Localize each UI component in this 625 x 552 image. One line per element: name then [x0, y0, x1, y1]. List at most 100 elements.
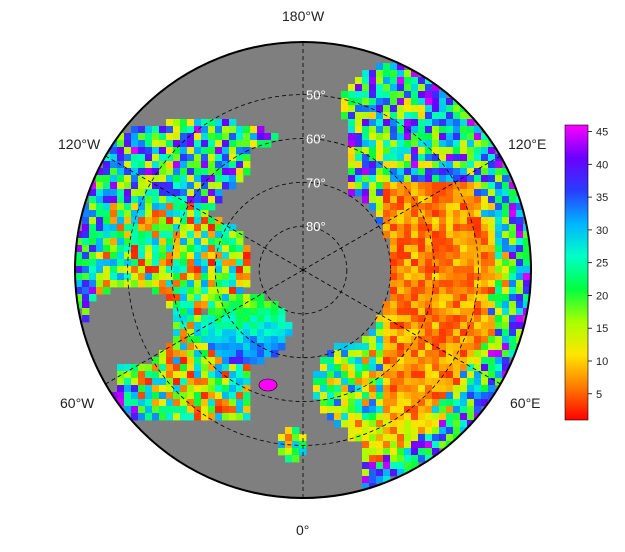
data-cell	[418, 364, 426, 372]
data-cell	[229, 357, 237, 365]
data-cell	[229, 140, 237, 148]
data-cell	[96, 266, 104, 274]
data-cell	[166, 224, 174, 232]
data-cell	[236, 273, 244, 281]
data-cell	[222, 329, 230, 337]
data-cell	[397, 336, 405, 344]
data-cell	[152, 175, 160, 183]
data-cell	[215, 308, 223, 316]
data-cell	[474, 406, 482, 414]
data-cell	[159, 245, 167, 253]
data-cell	[397, 168, 405, 176]
data-cell	[383, 189, 391, 197]
data-cell	[397, 294, 405, 302]
data-cell	[411, 385, 419, 393]
data-cell	[425, 350, 433, 358]
data-cell	[187, 322, 195, 330]
data-cell	[411, 322, 419, 330]
data-cell	[376, 154, 384, 162]
data-cell	[208, 385, 216, 393]
data-cell	[103, 273, 111, 281]
data-cell	[278, 329, 286, 337]
data-cell	[103, 217, 111, 225]
data-cell	[166, 245, 174, 253]
data-cell	[152, 126, 160, 134]
data-cell	[243, 126, 251, 134]
data-cell	[516, 210, 524, 218]
data-cell	[215, 168, 223, 176]
data-cell	[173, 336, 181, 344]
data-cell	[432, 105, 440, 113]
data-cell	[397, 301, 405, 309]
data-cell	[523, 238, 531, 246]
data-cell	[264, 350, 272, 358]
data-cell	[376, 455, 384, 463]
data-cell	[117, 154, 125, 162]
data-cell	[446, 336, 454, 344]
data-cell	[257, 301, 265, 309]
data-cell	[229, 287, 237, 295]
data-cell	[390, 322, 398, 330]
data-cell	[411, 350, 419, 358]
data-cell	[124, 238, 132, 246]
data-cell	[453, 364, 461, 372]
data-cell	[390, 315, 398, 323]
data-cell	[180, 378, 188, 386]
data-cell	[180, 315, 188, 323]
data-cell	[103, 245, 111, 253]
data-cell	[509, 238, 517, 246]
data-cell	[124, 364, 132, 372]
data-cell	[467, 140, 475, 148]
data-cell	[180, 280, 188, 288]
data-cell	[390, 91, 398, 99]
data-cell	[404, 441, 412, 449]
data-cell	[383, 301, 391, 309]
data-cell	[439, 112, 447, 120]
data-cell	[432, 266, 440, 274]
data-cell	[124, 266, 132, 274]
data-cell	[474, 217, 482, 225]
data-cell	[89, 203, 97, 211]
data-cell	[138, 385, 146, 393]
data-cell	[369, 182, 377, 190]
data-cell	[89, 196, 97, 204]
data-cell	[243, 406, 251, 414]
data-cell	[201, 175, 209, 183]
data-cell	[369, 140, 377, 148]
data-cell	[222, 175, 230, 183]
data-cell	[425, 434, 433, 442]
data-cell	[474, 245, 482, 253]
data-cell	[418, 245, 426, 253]
lon-label-120w: 120°W	[58, 136, 101, 152]
data-cell	[264, 133, 272, 141]
data-cell	[236, 350, 244, 358]
data-cell	[390, 126, 398, 134]
latitude-label: 60°	[306, 131, 326, 146]
data-cell	[439, 420, 447, 428]
data-cell	[89, 259, 97, 267]
data-cell	[201, 203, 209, 211]
data-cell	[348, 112, 356, 120]
data-cell	[271, 315, 279, 323]
data-cell	[460, 406, 468, 414]
data-cell	[425, 245, 433, 253]
data-cell	[145, 399, 153, 407]
data-cell	[362, 392, 370, 400]
data-cell	[453, 266, 461, 274]
data-cell	[432, 357, 440, 365]
data-cell	[453, 315, 461, 323]
data-cell	[397, 399, 405, 407]
data-cell	[117, 147, 125, 155]
data-cell	[467, 336, 475, 344]
data-cell	[488, 224, 496, 232]
data-cell	[271, 336, 279, 344]
data-cell	[369, 420, 377, 428]
data-cell	[257, 126, 265, 134]
data-cell	[124, 140, 132, 148]
data-cell	[383, 399, 391, 407]
data-cell	[376, 147, 384, 155]
data-cell	[96, 196, 104, 204]
data-cell	[376, 462, 384, 470]
data-cell	[439, 238, 447, 246]
data-cell	[502, 364, 510, 372]
